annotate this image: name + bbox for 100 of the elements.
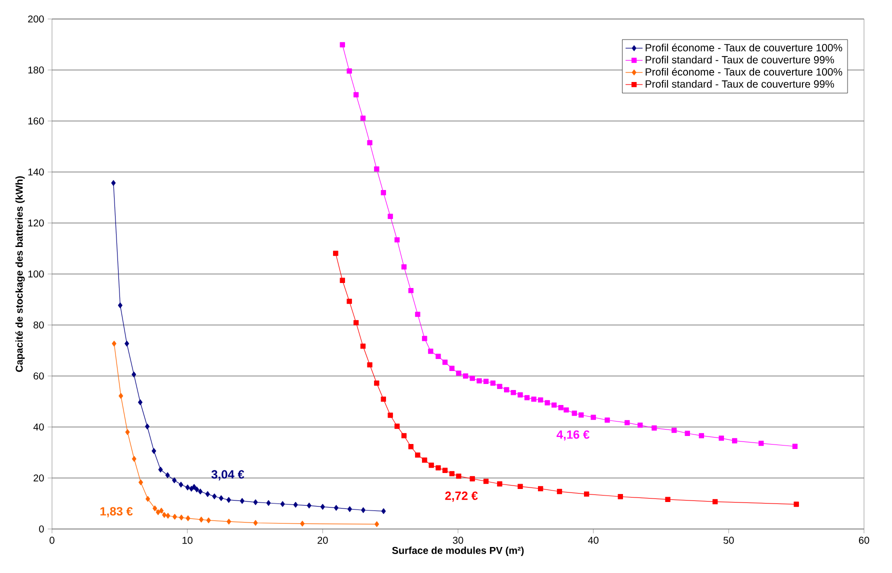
point	[146, 496, 150, 502]
point	[538, 397, 544, 403]
point	[428, 348, 434, 354]
annotation: 4,16 €	[556, 430, 590, 441]
point	[240, 498, 244, 504]
point	[367, 140, 372, 146]
y-tick-label: 200	[28, 15, 44, 23]
point	[185, 484, 190, 490]
point	[253, 520, 258, 526]
point	[380, 190, 386, 196]
y-tick-label: 20	[34, 474, 44, 482]
point	[132, 372, 136, 378]
point	[388, 214, 393, 219]
point	[172, 477, 177, 484]
y-tick-label: 100	[28, 270, 44, 278]
point	[306, 502, 312, 508]
point	[125, 429, 130, 435]
point	[497, 481, 502, 486]
point	[333, 250, 338, 256]
point	[347, 506, 352, 512]
point	[212, 493, 217, 500]
point	[490, 380, 496, 386]
point	[118, 393, 124, 399]
point	[334, 504, 338, 511]
y-tick-label: 60	[34, 372, 44, 380]
point	[152, 448, 156, 454]
point	[558, 405, 564, 410]
point	[226, 497, 231, 503]
x-tick-label: 60	[858, 536, 870, 544]
point	[758, 440, 764, 446]
point	[672, 428, 677, 433]
point	[618, 494, 623, 500]
point	[381, 508, 386, 514]
point	[156, 509, 160, 516]
point	[194, 486, 200, 492]
point	[138, 479, 144, 486]
point	[483, 378, 489, 384]
point	[572, 410, 577, 416]
point	[112, 340, 116, 347]
point	[138, 399, 142, 406]
point	[462, 373, 468, 379]
point	[189, 486, 194, 492]
point	[538, 486, 544, 492]
point	[380, 396, 386, 402]
point	[476, 378, 482, 384]
x-tick-label: 30	[452, 536, 464, 544]
x-tick-label: 10	[182, 536, 192, 544]
point	[401, 264, 407, 270]
point	[624, 420, 630, 426]
point	[524, 395, 530, 400]
point	[178, 482, 184, 488]
point	[584, 491, 590, 497]
point	[374, 166, 380, 172]
point	[442, 360, 448, 365]
point	[556, 488, 562, 494]
point	[551, 402, 557, 408]
point	[152, 505, 158, 512]
point	[166, 512, 170, 519]
point	[698, 433, 704, 438]
x-tick-label: 20	[318, 536, 328, 544]
point	[401, 433, 407, 438]
point	[578, 412, 584, 418]
point	[374, 521, 380, 528]
point	[374, 380, 380, 386]
point	[394, 237, 400, 242]
point	[718, 436, 724, 441]
point	[518, 392, 523, 398]
legend-label: Profil économe - Taux de couverture 100%	[646, 68, 842, 76]
point	[159, 508, 164, 514]
y-tick-label: 180	[28, 66, 44, 74]
point	[436, 354, 441, 359]
y-tick-label: 120	[28, 219, 44, 227]
point	[408, 444, 414, 450]
point	[792, 444, 798, 449]
point	[470, 476, 475, 482]
point	[226, 518, 232, 524]
point	[415, 452, 420, 458]
legend-label: Profil standard - Taux de couverture 99%	[646, 56, 834, 64]
point	[340, 42, 346, 48]
point	[436, 465, 441, 470]
point	[162, 512, 167, 518]
point	[794, 502, 799, 507]
point	[388, 412, 393, 418]
y-tick-label: 140	[28, 168, 44, 176]
point	[360, 116, 366, 121]
point	[266, 500, 271, 506]
annotation: 1,83 €	[100, 507, 133, 518]
point	[652, 425, 657, 431]
point	[192, 484, 196, 490]
point	[712, 499, 718, 504]
legend-label: Profil économe - Taux de couverture 100%	[646, 44, 842, 52]
y-tick-label: 80	[34, 321, 44, 329]
point	[253, 499, 258, 506]
point	[145, 424, 150, 430]
point	[483, 478, 489, 484]
point	[422, 336, 428, 342]
y-tick-label: 40	[33, 423, 44, 431]
point	[111, 180, 116, 186]
point	[456, 370, 462, 376]
point	[456, 474, 462, 479]
